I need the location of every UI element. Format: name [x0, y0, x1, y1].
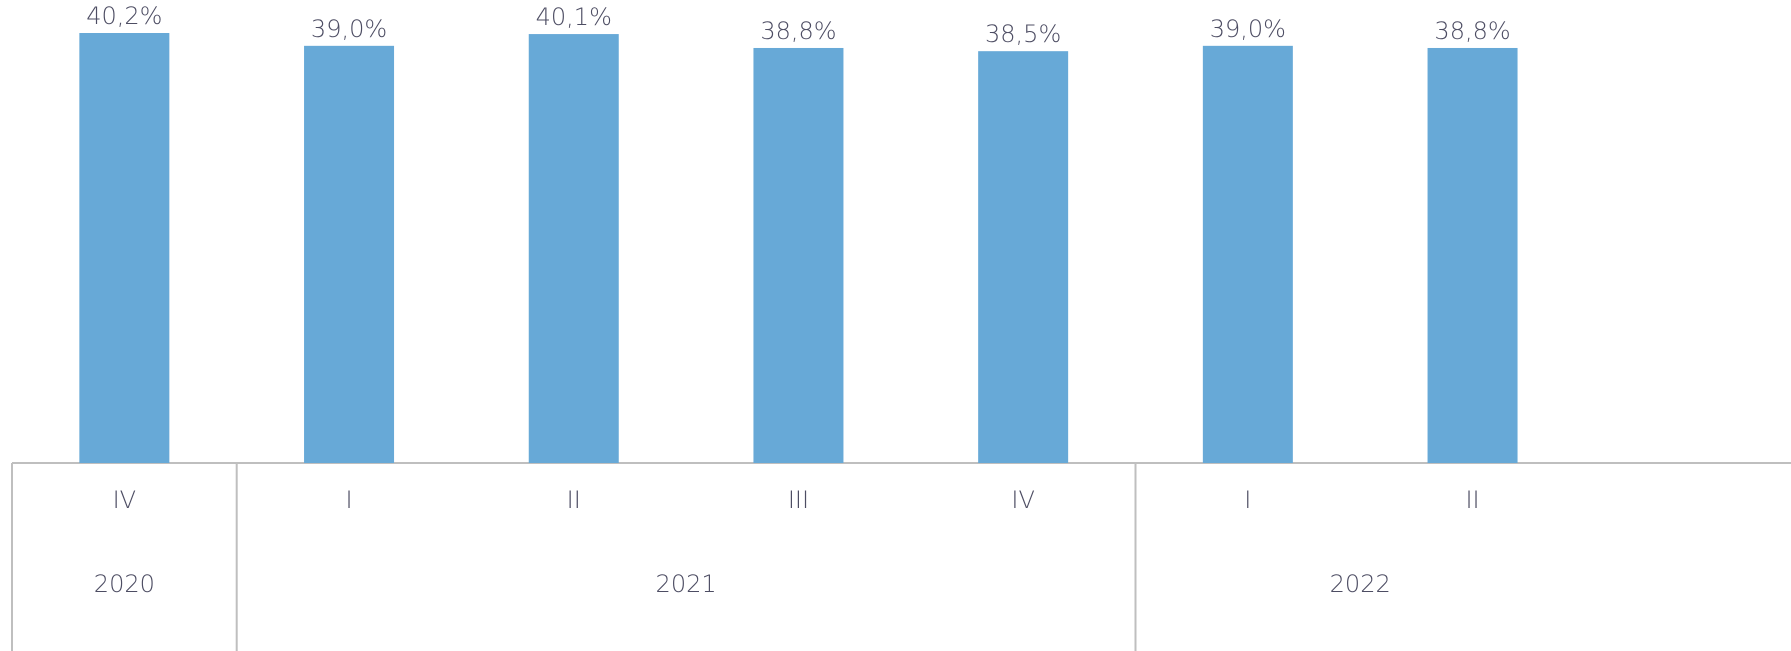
- x-tick-label: II: [1465, 486, 1479, 514]
- x-tick-label: III: [788, 486, 809, 514]
- x-tick-label: IV: [1011, 486, 1035, 514]
- data-label: 39,0%: [311, 15, 387, 43]
- bar: [978, 51, 1069, 463]
- bar: [304, 45, 395, 464]
- x-tick-label: I: [346, 486, 353, 514]
- x-tick-label: I: [1244, 486, 1251, 514]
- x-tick-label: IV: [113, 486, 137, 514]
- bar: [1202, 45, 1293, 464]
- bar: [79, 33, 170, 463]
- bar: [528, 34, 619, 464]
- data-label: 38,8%: [760, 17, 836, 45]
- group-label: 2021: [656, 570, 717, 598]
- data-label: 38,8%: [1434, 17, 1510, 45]
- x-tick-label: II: [567, 486, 581, 514]
- data-label: 40,2%: [86, 2, 162, 30]
- bar: [753, 47, 844, 463]
- group-label: 2022: [1330, 570, 1391, 598]
- data-label: 39,0%: [1210, 15, 1286, 43]
- data-label: 38,5%: [985, 20, 1061, 48]
- bar: [1427, 47, 1518, 463]
- group-label: 2020: [94, 570, 155, 598]
- data-label: 40,1%: [536, 3, 612, 31]
